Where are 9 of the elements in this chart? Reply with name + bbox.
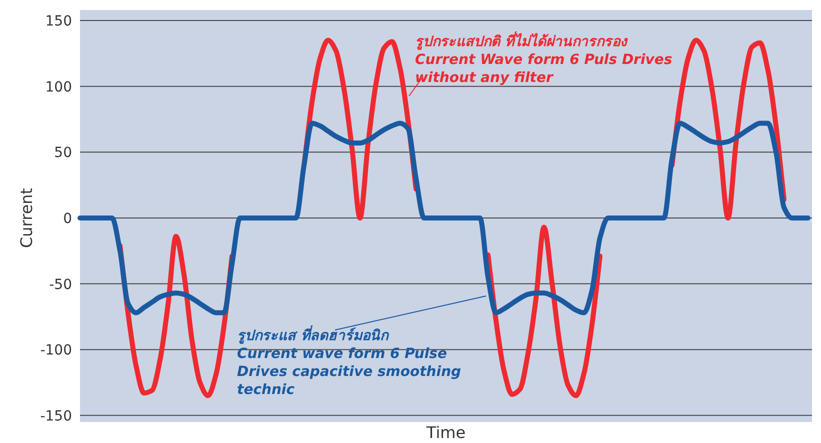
y-tick-label: 0	[63, 210, 72, 227]
y-tick-label: 50	[54, 145, 72, 162]
x-axis-title: Time	[425, 423, 466, 442]
y-tick-label: -100	[40, 342, 72, 359]
y-tick-label: 150	[45, 14, 72, 30]
y-tick-label: -50	[49, 276, 72, 293]
y-tick-label: 100	[45, 79, 72, 96]
y-tick-label: -150	[40, 408, 72, 424]
y-axis-title: Current	[17, 188, 36, 248]
